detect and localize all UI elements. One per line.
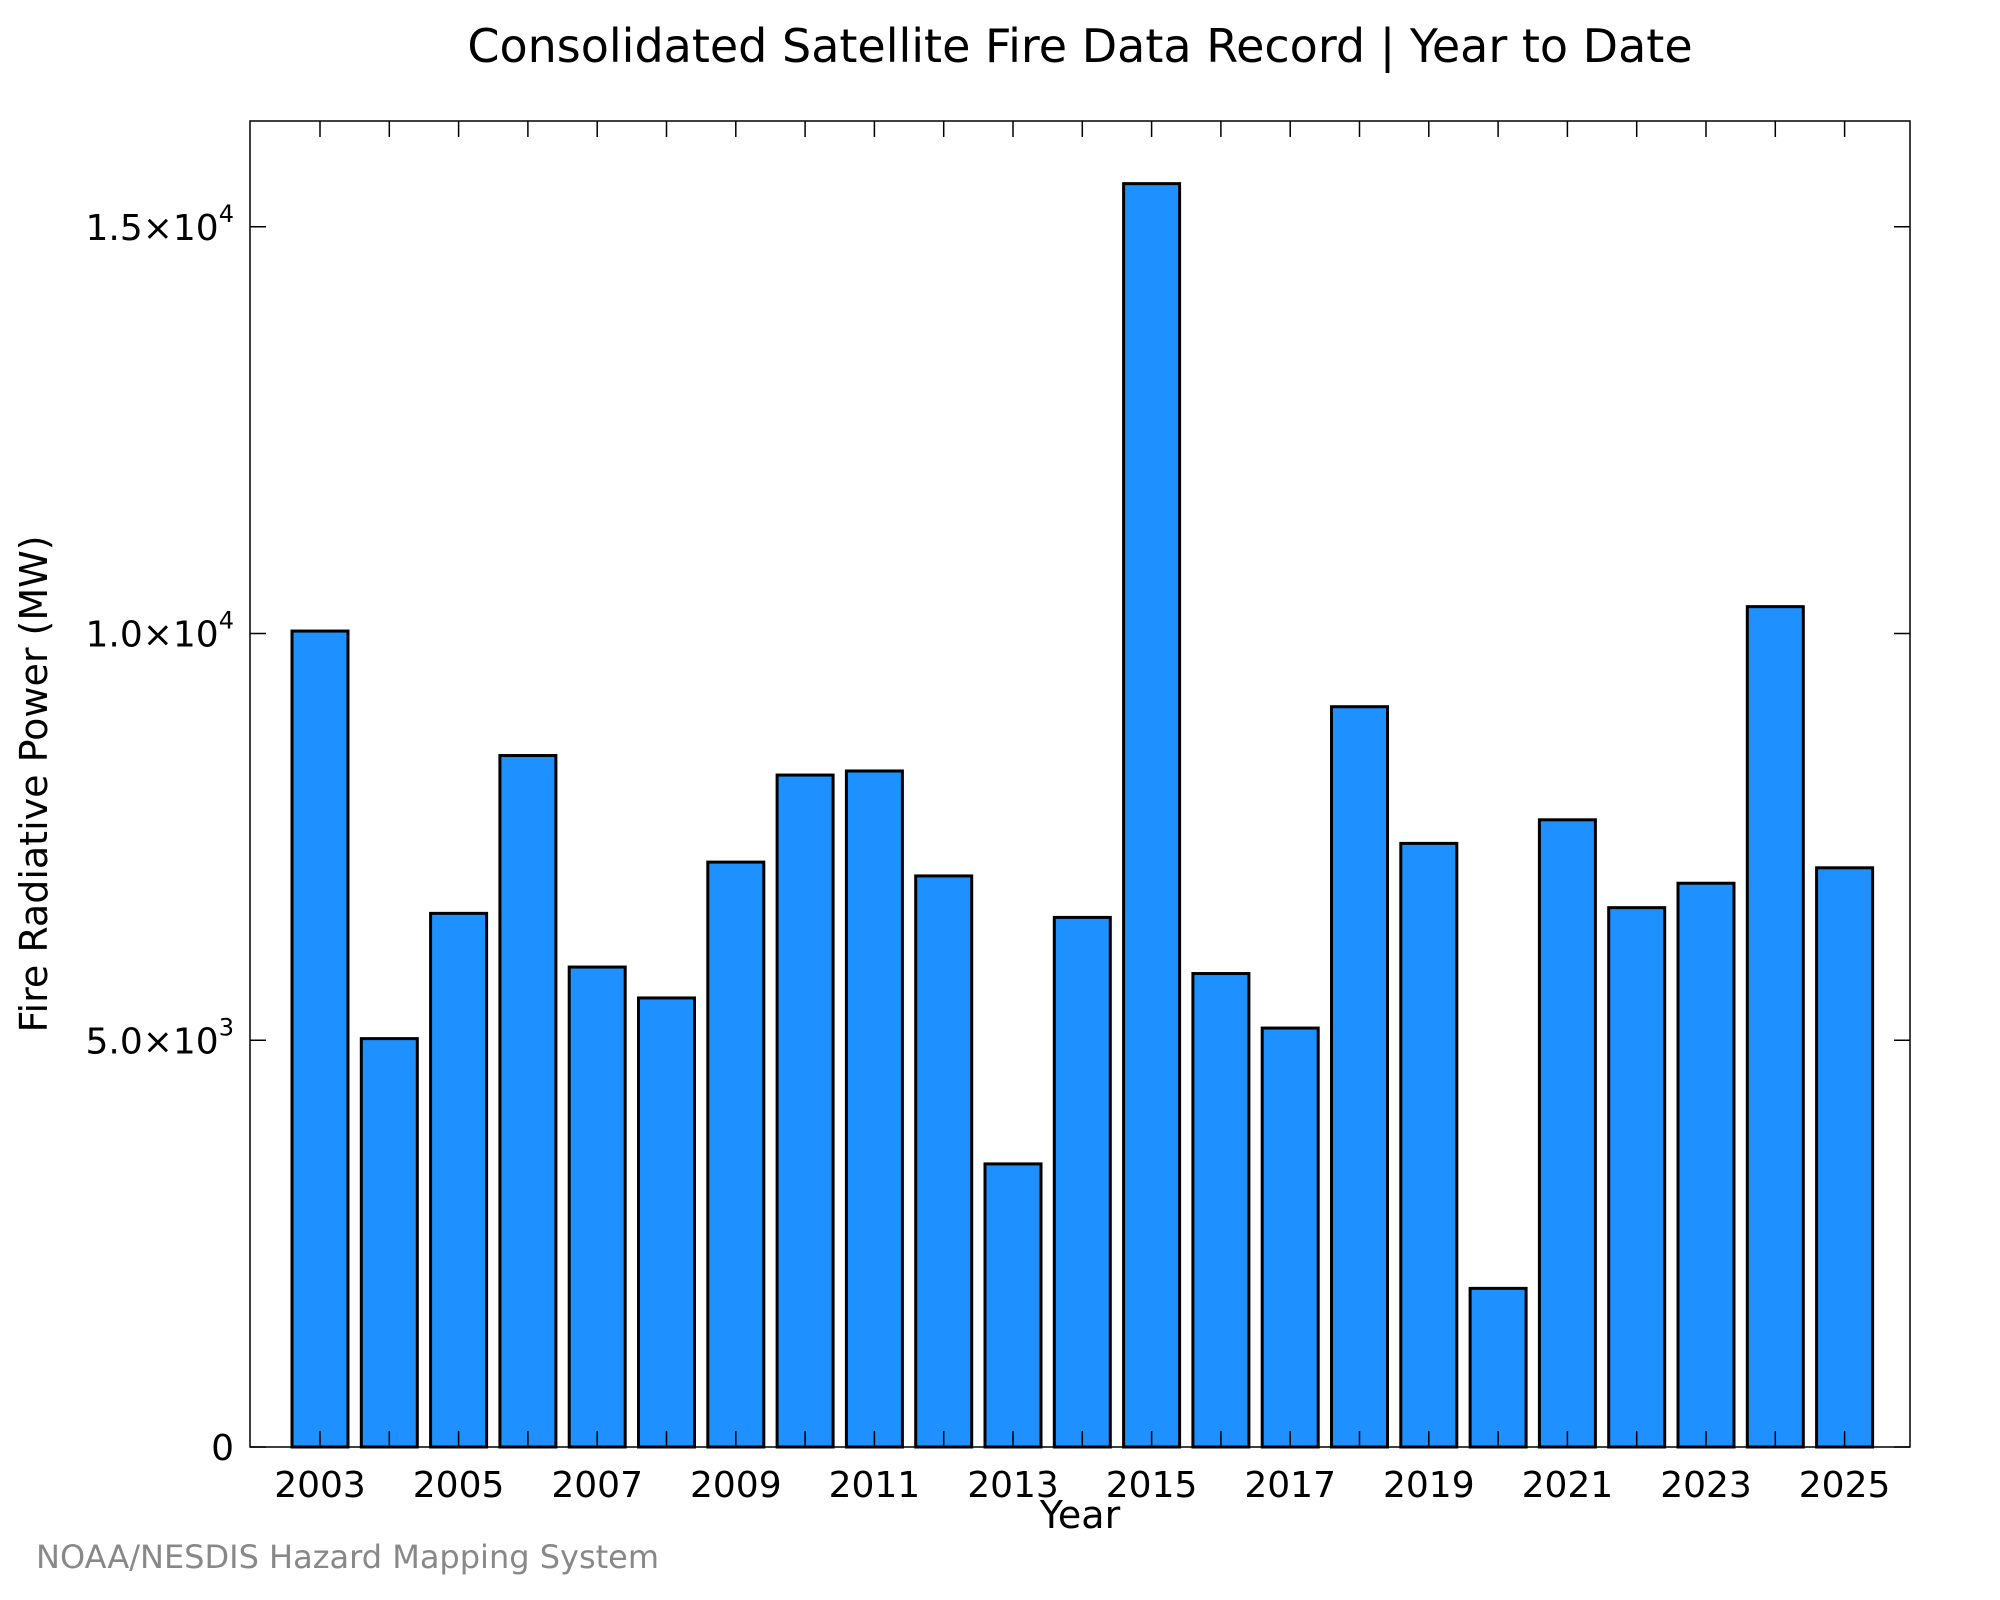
source-credit: NOAA/NESDIS Hazard Mapping System — [36, 1538, 660, 1576]
bar-2004 — [359, 1037, 419, 1449]
x-tick-label: 2003 — [274, 1465, 366, 1506]
bar-2022 — [1607, 906, 1667, 1449]
bar-2019 — [1399, 841, 1459, 1449]
bar-2015 — [1122, 182, 1182, 1449]
y-tick-label: 0 — [211, 1428, 234, 1469]
y-axis-label: Fire Radiative Power (MW) — [12, 535, 56, 1032]
bar-2006 — [498, 754, 558, 1449]
bars-group — [290, 182, 1875, 1449]
ticks-group: 2003 2005 2007 2009 2011 2013 2015 2017 2019 2021… — [85, 121, 1910, 1506]
bar-2023 — [1676, 881, 1736, 1449]
x-tick-label: 2009 — [690, 1465, 782, 1506]
bar-2012 — [914, 874, 974, 1449]
bar-2009 — [706, 860, 766, 1449]
bar-2024 — [1745, 605, 1805, 1449]
y-tick-label: 5.0×103 — [85, 1013, 234, 1062]
x-tick-label: 2013 — [967, 1465, 1059, 1506]
bar-2020 — [1468, 1286, 1528, 1449]
x-axis-label: Year — [1039, 1493, 1121, 1537]
bar-2017 — [1260, 1026, 1320, 1449]
x-tick-label: 2021 — [1522, 1465, 1614, 1506]
bar-2005 — [429, 911, 489, 1449]
x-tick-label: 2019 — [1383, 1465, 1475, 1506]
x-tick-label: 2007 — [551, 1465, 643, 1506]
x-tick-label: 2005 — [413, 1465, 505, 1506]
bar-2018 — [1330, 705, 1389, 1449]
bar-2010 — [775, 773, 835, 1449]
y-tick-label: 1.0×104 — [85, 607, 234, 656]
x-tick-label: 2015 — [1106, 1465, 1198, 1506]
bar-2016 — [1191, 972, 1251, 1449]
y-tick-label: 1.5×104 — [85, 200, 234, 249]
bar-2021 — [1537, 818, 1597, 1449]
bar-2003 — [290, 629, 350, 1449]
bar-2007 — [567, 965, 627, 1449]
bar-2011 — [844, 769, 904, 1449]
bar-2013 — [983, 1162, 1043, 1449]
x-tick-label: 2011 — [829, 1465, 921, 1506]
bar-2025 — [1815, 866, 1875, 1449]
bar-2008 — [637, 996, 696, 1449]
x-tick-label: 2017 — [1244, 1465, 1336, 1506]
plot-frame — [249, 120, 1911, 1448]
x-tick-label: 2025 — [1799, 1465, 1891, 1506]
bar-2014 — [1052, 915, 1112, 1449]
x-tick-label: 2023 — [1660, 1465, 1752, 1506]
chart-title: Consolidated Satellite Fire Data Record … — [467, 19, 1692, 74]
